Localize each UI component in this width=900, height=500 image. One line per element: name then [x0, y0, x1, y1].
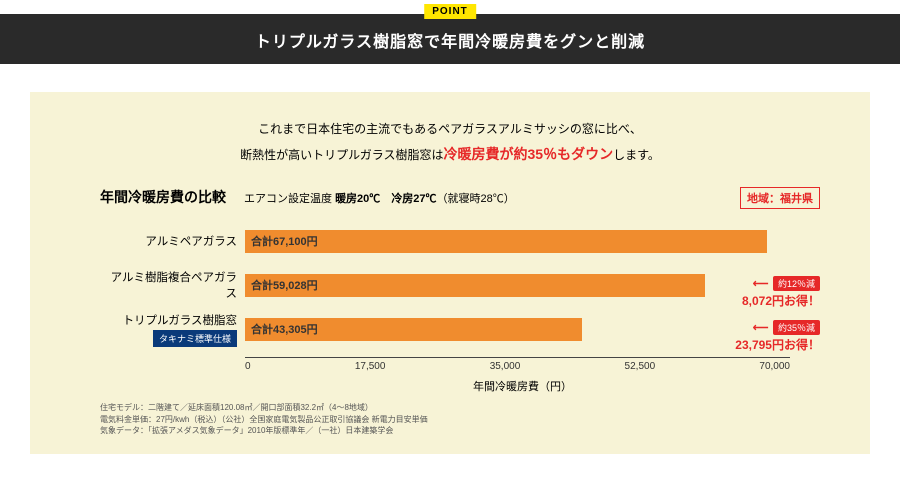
bar-label: アルミペアガラス	[100, 233, 245, 249]
intro-line2: 断熱性が高いトリプルガラス樹脂窓は冷暖房費が約35％もダウンします。	[70, 141, 830, 168]
chart-title: 年間冷暖房費の比較	[100, 187, 226, 207]
x-axis-label: 年間冷暖房費（円）	[215, 378, 830, 394]
intro-line1: これまで日本住宅の主流でもあるペアガラスアルミサッシの窓に比べ、	[70, 118, 830, 141]
footnotes: 住宅モデル：二階建て／延床面積120.08㎡／開口部面積32.2㎡（4～8地域）…	[100, 402, 830, 436]
x-tick: 35,000	[490, 361, 521, 372]
region-badge: 地域：福井県	[740, 187, 820, 209]
x-ticks: 0 17,500 35,000 52,500 70,000	[245, 361, 790, 372]
chart-panel: これまで日本住宅の主流でもあるペアガラスアルミサッシの窓に比べ、 断熱性が高いト…	[30, 92, 870, 454]
bar: 合計67,100円	[245, 230, 767, 253]
chart-subtitle: エアコン設定温度 暖房20℃ 冷房27℃（就寝時28℃）	[244, 190, 515, 206]
footnote-line: 住宅モデル：二階建て／延床面積120.08㎡／開口部面積32.2㎡（4～8地域）	[100, 402, 830, 413]
footnote-line: 気象データ：「拡張アメダス気象データ」2010年版標準年／（一社）日本建築学会	[100, 425, 830, 436]
x-tick: 70,000	[759, 361, 790, 372]
bar-row: アルミ樹脂複合ペアガラス合計59,028円⟵ 約12％減8,072円お得！	[100, 263, 820, 307]
point-tag: POINT	[424, 4, 476, 19]
chart-header: 年間冷暖房費の比較 エアコン設定温度 暖房20℃ 冷房27℃（就寝時28℃） 地…	[100, 187, 830, 209]
bar: 合計59,028円	[245, 274, 705, 297]
x-tick: 52,500	[625, 361, 656, 372]
bar-label: アルミ樹脂複合ペアガラス	[100, 269, 245, 301]
bar-cell: 合計67,100円	[245, 230, 820, 253]
bar-chart: アルミペアガラス合計67,100円アルミ樹脂複合ペアガラス合計59,028円⟵ …	[100, 219, 820, 351]
bar-label: トリプルガラス樹脂窓タキナミ標準仕様	[100, 312, 245, 347]
footnote-line: 電気料金単価：27円/kwh（税込）（公社）全国家庭電気製品公正取引協議会 新電…	[100, 414, 830, 425]
savings-callout: ⟵ 約35％減23,795円お得！	[735, 318, 820, 354]
intro-highlight: 冷暖房費が約35％もダウン	[444, 146, 614, 162]
intro-text: これまで日本住宅の主流でもあるペアガラスアルミサッシの窓に比べ、 断熱性が高いト…	[70, 118, 830, 167]
bar-row: アルミペアガラス合計67,100円	[100, 219, 820, 263]
header-banner: POINT トリプルガラス樹脂窓で年間冷暖房費をグンと削減	[0, 14, 900, 64]
bar: 合計43,305円	[245, 318, 582, 341]
bar-cell: 合計43,305円⟵ 約35％減23,795円お得！	[245, 318, 820, 341]
x-tick: 0	[245, 361, 251, 372]
header-title: トリプルガラス樹脂窓で年間冷暖房費をグンと削減	[0, 28, 900, 52]
x-tick: 17,500	[355, 361, 386, 372]
savings-callout: ⟵ 約12％減8,072円お得！	[742, 274, 820, 310]
x-axis: 0 17,500 35,000 52,500 70,000	[245, 357, 790, 372]
bar-cell: 合計59,028円⟵ 約12％減8,072円お得！	[245, 274, 820, 297]
bar-row: トリプルガラス樹脂窓タキナミ標準仕様合計43,305円⟵ 約35％減23,795…	[100, 307, 820, 351]
